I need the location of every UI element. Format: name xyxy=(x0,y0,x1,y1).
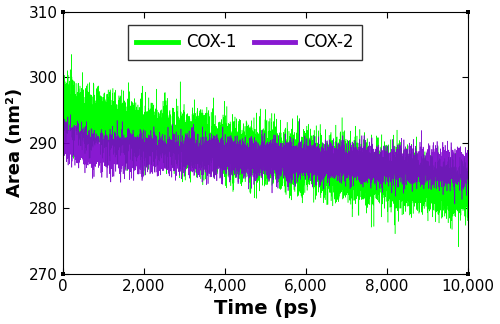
COX-2 xyxy=(444,176,450,179)
X-axis label: Time (ps): Time (ps) xyxy=(214,299,317,318)
COX-2 xyxy=(258,162,264,166)
COX-2 xyxy=(77,145,83,149)
COX-2 xyxy=(60,141,66,145)
COX-1 xyxy=(77,124,83,128)
COX-1 xyxy=(465,181,471,185)
COX-1 xyxy=(62,111,68,115)
COX-2 xyxy=(140,151,145,155)
Line: COX-1: COX-1 xyxy=(63,54,468,247)
COX-2 xyxy=(84,142,90,146)
COX-1 xyxy=(140,125,145,129)
COX-2 xyxy=(465,182,471,186)
Y-axis label: Area (nm²): Area (nm²) xyxy=(6,88,24,197)
Legend: COX-1, COX-2: COX-1, COX-2 xyxy=(128,25,362,60)
COX-1 xyxy=(60,91,66,95)
COX-2 xyxy=(452,202,458,206)
COX-2 xyxy=(62,135,68,139)
COX-1 xyxy=(84,111,90,115)
COX-1 xyxy=(258,142,264,146)
Line: COX-2: COX-2 xyxy=(63,115,468,204)
COX-1 xyxy=(68,52,74,56)
COX-1 xyxy=(444,180,450,184)
COX-2 xyxy=(68,113,73,117)
COX-1 xyxy=(456,245,462,249)
